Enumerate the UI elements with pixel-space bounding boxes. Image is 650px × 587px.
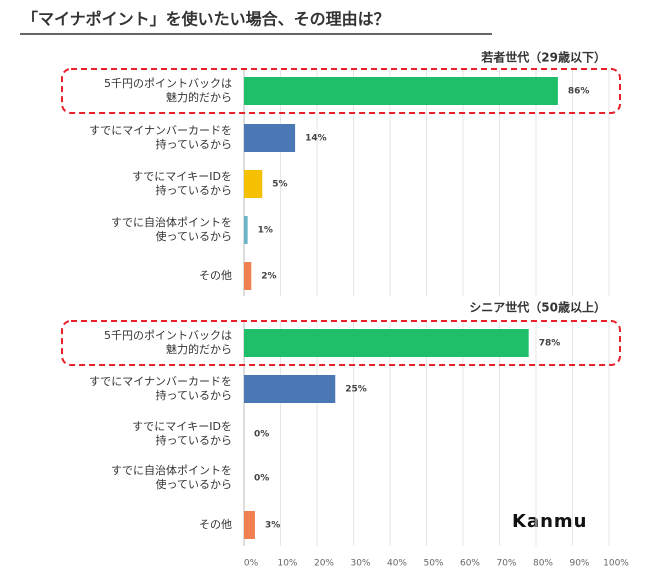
x-tick-label: 100% [603,559,629,569]
category-label: その他 [199,518,232,531]
value-label: 3% [265,521,280,531]
x-tick-label: 60% [460,559,480,569]
x-tick-label: 30% [350,559,370,569]
x-tick-label: 50% [423,559,443,569]
category-label: すでに自治体ポイントを使っているから [111,463,232,491]
value-label: 14% [305,134,327,144]
x-tick-label: 40% [387,559,407,569]
category-label: 5千円のポイントバックは魅力的だから [104,329,232,356]
category-label: すでにマイナンバーカードを持っているから [89,375,232,402]
category-label: すでにマイキーIDを持っているから [132,170,232,197]
value-label: 86% [568,87,590,97]
category-label: すでに自治体ポイントを使っているから [111,215,232,243]
value-label: 1% [258,226,273,236]
bar [244,170,263,198]
x-tick-label: 80% [533,559,553,569]
panel-title: 若者世代（29歳以下） [480,50,606,65]
main-title: 「マイナポイント」を使いたい場合、その理由は？ [22,10,390,29]
x-tick-label: 0% [244,559,259,569]
value-label: 5% [272,180,287,190]
category-label: すでにマイキーIDを持っているから [132,420,232,447]
bar [244,77,558,105]
bar [244,375,336,403]
x-tick-label: 20% [314,559,334,569]
value-label: 0% [254,430,269,440]
x-tick-label: 70% [496,559,516,569]
x-tick-label: 10% [277,559,297,569]
logo: Kanmu [512,511,587,532]
x-tick-label: 90% [569,559,589,569]
value-label: 0% [254,474,269,484]
category-label: 5千円のポイントバックは魅力的だから [104,77,232,104]
bar [244,124,296,152]
bar [244,262,252,290]
value-label: 25% [345,385,367,395]
value-label: 78% [539,339,561,349]
highlight-box [61,320,621,366]
value-label: 2% [261,272,276,282]
panel-title: シニア世代（50歳以上） [469,300,606,315]
category-label: すでにマイナンバーカードを持っているから [89,124,232,151]
bar [244,511,255,539]
bar [244,329,529,357]
category-label: その他 [199,269,232,282]
highlight-box [61,68,621,114]
bar [244,216,248,244]
